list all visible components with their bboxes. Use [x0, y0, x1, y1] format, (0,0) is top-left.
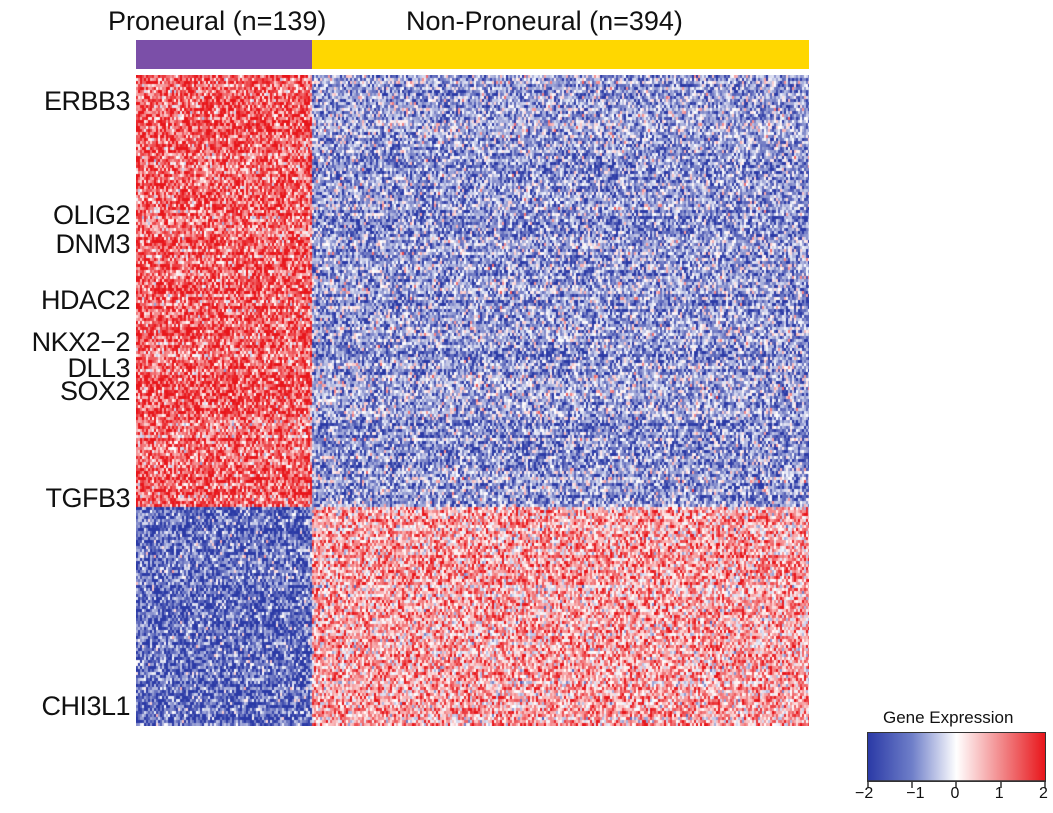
gene-label-dll3: DLL3 — [67, 352, 130, 383]
gene-label-chi3l1: CHI3L1 — [41, 691, 130, 722]
legend-tick-label: 0 — [950, 785, 960, 802]
gene-label-nkx2-2: NKX2−2 — [31, 326, 131, 357]
legend-color-bar — [867, 732, 1046, 782]
heatmap-canvas — [136, 75, 809, 726]
gene-label-sox2: SOX2 — [59, 375, 131, 406]
group-bar-non-proneural — [312, 40, 809, 69]
legend-axis — [867, 780, 1046, 788]
legend-tick-label: −2 — [855, 785, 874, 802]
gene-label-olig2: OLIG2 — [52, 199, 131, 230]
gene-label-hdac2: HDAC2 — [40, 284, 131, 315]
group-bar-proneural — [136, 40, 312, 69]
gene-label-dnm3: DNM3 — [55, 229, 130, 260]
legend-tick-label: 1 — [994, 785, 1004, 802]
group-label-proneural: Proneural (n=139) — [108, 6, 327, 36]
gene-label-erbb3: ERBB3 — [43, 86, 131, 117]
gene-label-tgfb3: TGFB3 — [45, 483, 130, 514]
group-label-non-proneural: Non-Proneural (n=394) — [406, 6, 683, 36]
legend-title: Gene Expression — [883, 708, 1014, 727]
legend-tick-label: 2 — [1039, 785, 1048, 802]
legend-tick-label: −1 — [906, 785, 925, 802]
